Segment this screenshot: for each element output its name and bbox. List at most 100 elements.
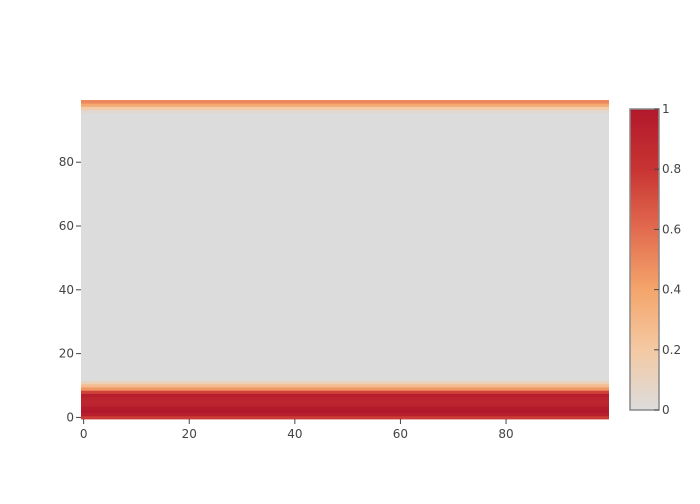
heatmap-row-cell	[81, 163, 609, 168]
heatmap-row-cell	[81, 186, 609, 190]
heatmap-row-cell	[81, 281, 609, 286]
colorbar-gradient	[629, 108, 660, 411]
heatmap-row-cell	[81, 112, 609, 117]
heatmap-row-cell	[81, 278, 609, 283]
heatmap-row-cell	[81, 409, 609, 414]
colorbar-tick-label: 1	[662, 102, 670, 116]
colorbar-tick-label: 0	[662, 403, 670, 417]
heatmap-row-cell	[81, 160, 609, 165]
heatmap-row-cell	[81, 358, 609, 362]
heatmap-row-cell	[81, 141, 609, 146]
heatmap-row-cell	[81, 403, 609, 407]
heatmap-row-cell	[81, 390, 609, 394]
heatmap-row-cell	[81, 275, 609, 280]
heatmap-row-cell	[81, 380, 609, 385]
y-axis-tick-label: 60	[59, 219, 74, 233]
x-axis-tick-label: 40	[287, 427, 302, 441]
heatmap-row-cell	[81, 198, 609, 203]
heatmap-row-cell	[81, 393, 609, 398]
heatmap-row-cell	[81, 147, 609, 152]
heatmap-row-cell	[81, 176, 609, 181]
heatmap-row-cell	[81, 262, 609, 267]
heatmap-row-cell	[81, 285, 609, 289]
heatmap-row-cell	[81, 166, 609, 171]
heatmap-row-cell	[81, 316, 609, 321]
heatmap-row-cell	[81, 352, 609, 356]
heatmap-row-cell	[81, 265, 609, 270]
heatmap-row-cell	[81, 367, 609, 372]
heatmap-row-cell	[81, 374, 609, 378]
heatmap-row-cell	[81, 135, 609, 139]
y-axis-tick-label: 80	[59, 155, 74, 169]
heatmap-row-cell	[81, 128, 609, 133]
colorbar: 0 0.2 0.4 0.6 0.8 1	[629, 102, 681, 417]
heatmap-row-cell	[81, 304, 609, 308]
heatmap-row-cell	[81, 253, 609, 257]
heatmap-row-cell	[81, 208, 609, 213]
heatmap-row-cell	[81, 361, 609, 366]
heatmap-row-cell	[81, 154, 609, 158]
heatmap-row-cell	[81, 348, 609, 353]
x-axis: 0 20 40 60 80	[80, 419, 514, 441]
heatmap-row-cell	[81, 339, 609, 343]
heatmap-row-cell	[81, 115, 609, 120]
heatmap-row-cell	[81, 323, 609, 327]
heatmap-row-cell	[81, 412, 609, 417]
heatmap-row-cell	[81, 269, 609, 273]
colorbar-tick-label: 0.4	[662, 283, 681, 297]
heatmap-row-cell	[81, 342, 609, 347]
heatmap-row-cell	[81, 259, 609, 264]
heatmap-row-cell	[81, 326, 609, 331]
heatmap-row-cell	[81, 103, 609, 107]
heatmap-row-cell	[81, 218, 609, 222]
heatmap-row-cell	[81, 109, 609, 114]
heatmap-row-cell	[81, 364, 609, 369]
heatmap-row-cell	[81, 291, 609, 295]
heatmap-row-cell	[81, 243, 609, 248]
heatmap-row-cell	[81, 195, 609, 200]
heatmap-row-cell	[81, 288, 609, 292]
heatmap-row-cell	[81, 310, 609, 315]
x-axis-tick-label: 80	[498, 427, 513, 441]
colorbar-tick-label: 0.2	[662, 343, 681, 357]
heatmap-row-cell	[81, 307, 609, 311]
heatmap-row-cell	[81, 179, 609, 184]
heatmap-row-cell	[81, 211, 609, 216]
heatmap-row-cell	[81, 256, 609, 260]
colorbar-tick-label: 0.6	[662, 222, 681, 236]
heatmap-row-cell	[81, 224, 609, 228]
heatmap-row-cell	[81, 100, 609, 104]
plot-area	[81, 100, 609, 420]
heatmap-row-cell	[81, 106, 609, 110]
y-axis: 0 20 40 60 80	[59, 155, 81, 424]
heatmap-row-cell	[81, 192, 609, 197]
heatmap-row-cell	[81, 144, 609, 149]
colorbar-tick-label: 0.8	[662, 162, 681, 176]
y-axis-tick-label: 0	[66, 410, 74, 424]
heatmap-row-cell	[81, 345, 609, 350]
heatmap-row-cell	[81, 157, 609, 162]
heatmap-row-cell	[81, 371, 609, 375]
heatmap-row-cell	[81, 406, 609, 410]
heatmap-row-cell	[81, 214, 609, 219]
heatmap-row-cell	[81, 249, 609, 254]
heatmap-row-cell	[81, 202, 609, 206]
heatmap-row-cell	[81, 332, 609, 337]
heatmap-row-cell	[81, 230, 609, 235]
heatmap-row-cell	[81, 329, 609, 334]
y-axis-tick-label: 20	[59, 347, 74, 361]
heatmap-row-cell	[81, 300, 609, 305]
x-axis-tick-label: 60	[393, 427, 408, 441]
heatmap-row-cell	[81, 272, 609, 276]
heatmap-row-cell	[81, 355, 609, 359]
heatmap-row-cell	[81, 131, 609, 136]
y-axis-tick-label: 40	[59, 283, 74, 297]
heatmap-row-cell	[81, 138, 609, 142]
heatmap-row-cell	[81, 205, 609, 209]
heatmap-row-cell	[81, 170, 609, 174]
heatmap-row-cell	[81, 320, 609, 324]
heatmap-row-cell	[81, 233, 609, 238]
heatmap-row-cell	[81, 237, 609, 241]
